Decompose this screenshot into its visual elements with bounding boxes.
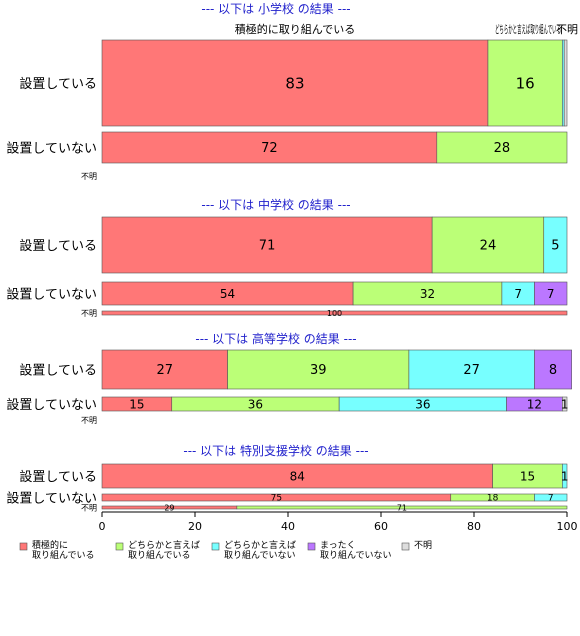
legend-label: 積極的に — [32, 539, 68, 551]
top-annotation: 積極的に取り組んでいる — [235, 22, 355, 36]
legend-swatch — [19, 542, 28, 551]
section-title: --- 以下は 中学校 の結果 --- — [201, 197, 350, 212]
legend-swatch — [401, 542, 410, 551]
top-annotation: どちらかと言えば取り組んでいる — [495, 23, 561, 36]
legend-label: まったく — [320, 540, 356, 551]
data-label: 27 — [157, 363, 174, 378]
data-label: 15 — [129, 397, 144, 411]
bar-segment — [562, 396, 568, 412]
row-label: 設置していない — [6, 491, 97, 507]
x-tick-label: 60 — [374, 520, 388, 533]
data-label: 71 — [259, 239, 276, 254]
data-label: 71 — [397, 503, 407, 512]
bar-segment — [534, 493, 568, 502]
legend-label: 取り組んでいない — [320, 549, 392, 561]
bar-segment — [101, 463, 493, 489]
legend-label: 取り組んでいる — [32, 549, 95, 561]
data-label: 15 — [520, 469, 535, 483]
bar-segment — [101, 39, 489, 127]
x-tick-label: 20 — [188, 520, 202, 533]
data-label: 16 — [516, 74, 535, 92]
row-label: 設置していない — [6, 287, 97, 303]
x-tick-label: 0 — [99, 520, 106, 533]
row-label: 不明 — [81, 172, 97, 181]
row-label: 設置している — [19, 238, 97, 254]
data-label: 28 — [494, 141, 511, 156]
data-label: 36 — [248, 397, 263, 411]
data-label: 24 — [480, 239, 497, 254]
legend-swatch — [307, 542, 316, 551]
x-tick-label: 40 — [281, 520, 295, 533]
row-label: 設置している — [19, 76, 97, 92]
bar-segment — [487, 39, 563, 127]
bar-segment — [562, 463, 568, 489]
data-label: 1 — [561, 397, 569, 411]
data-label: 72 — [261, 141, 278, 156]
bar-segment — [492, 463, 563, 489]
bar-segment — [563, 39, 568, 127]
legend-label: 不明 — [414, 540, 432, 551]
data-label: 7 — [547, 287, 555, 301]
data-label: 36 — [415, 397, 430, 411]
bar-segment — [431, 216, 545, 274]
legend-swatch — [211, 542, 220, 551]
data-label: 27 — [463, 363, 480, 378]
data-label: 12 — [527, 397, 542, 411]
row-label: 設置している — [19, 363, 97, 379]
data-label: 84 — [290, 469, 305, 483]
row-label: 不明 — [81, 416, 97, 425]
bar-segment — [101, 349, 228, 390]
bar-segment — [408, 349, 535, 390]
row-label: 不明 — [81, 504, 97, 513]
legend-label: 取り組んでいる — [128, 549, 191, 561]
data-label: 75 — [271, 494, 282, 504]
row-label: 設置していない — [6, 141, 97, 157]
bar-segment — [534, 349, 572, 390]
legend-label: どちらかと言えば — [128, 539, 200, 551]
data-label: 39 — [310, 363, 327, 378]
data-label: 8 — [549, 363, 557, 378]
section-title: --- 以下は 高等学校 の結果 --- — [195, 331, 356, 346]
section-title: --- 以下は 特別支援学校 の結果 --- — [183, 443, 368, 458]
data-label: 83 — [285, 74, 304, 92]
data-label: 100 — [327, 309, 342, 318]
row-label: 不明 — [81, 309, 97, 318]
data-label: 7 — [514, 287, 522, 301]
row-label: 設置している — [19, 469, 97, 485]
data-label: 54 — [220, 287, 235, 301]
bar-segment — [236, 505, 568, 510]
section-title: --- 以下は 小学校 の結果 --- — [201, 1, 350, 16]
data-label: 5 — [551, 239, 559, 254]
data-label: 7 — [548, 494, 554, 504]
bar-segment — [101, 310, 568, 316]
bar-segment — [534, 281, 568, 306]
top-annotation: 不明 — [556, 23, 578, 36]
bar-segment — [227, 349, 410, 390]
data-label: 29 — [164, 503, 174, 512]
bar-segment — [101, 216, 433, 274]
bar-segment — [543, 216, 568, 274]
legend-label: 取り組んでいない — [224, 549, 296, 561]
x-tick-label: 80 — [467, 520, 481, 533]
x-tick-label: 100 — [557, 520, 578, 533]
legend-label: どちらかと言えば — [224, 539, 296, 551]
data-label: 18 — [487, 494, 499, 504]
bar-segment — [436, 131, 568, 164]
data-label: 32 — [420, 287, 435, 301]
row-label: 設置していない — [6, 397, 97, 413]
legend-swatch — [115, 542, 124, 551]
data-label: 1 — [561, 469, 569, 483]
